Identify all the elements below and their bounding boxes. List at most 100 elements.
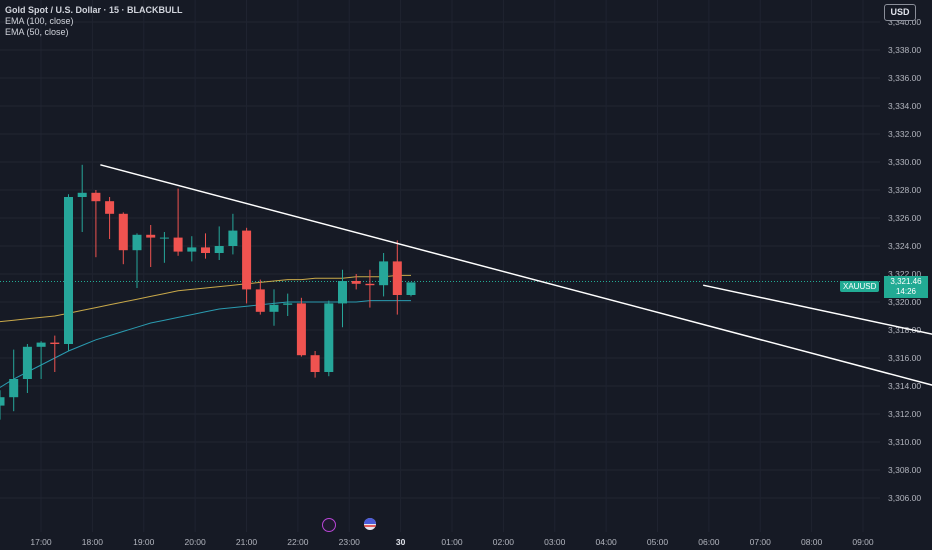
symbol-title[interactable]: Gold Spot / U.S. Dollar · 15 · BLACKBULL <box>5 5 183 15</box>
price-axis-label: 3,338.00 <box>888 45 921 55</box>
candle-body <box>105 201 115 214</box>
bullish-candle <box>214 226 224 260</box>
candle-body <box>406 282 416 295</box>
bar-countdown: 14:26 <box>895 287 917 296</box>
price-axis-label: 3,310.00 <box>888 437 921 447</box>
bearish-candle <box>50 335 60 372</box>
price-axis-label: 3,334.00 <box>888 101 921 111</box>
candle-body <box>392 261 402 295</box>
candle-body <box>201 247 210 253</box>
time-axis-label: 20:00 <box>184 537 206 547</box>
candle-body <box>9 379 19 398</box>
candle-body <box>173 237 183 252</box>
bullish-candle <box>379 253 389 297</box>
bearish-candle <box>365 269 375 308</box>
indicator-ema-50[interactable]: EMA (50, close) <box>5 27 69 37</box>
bearish-candle <box>310 351 320 378</box>
bullish-candle <box>269 289 279 326</box>
currency-button[interactable]: USD <box>884 4 916 21</box>
bullish-candle <box>22 344 32 393</box>
bullish-candle <box>228 213 238 255</box>
candle-body <box>118 213 128 251</box>
candle-body <box>269 304 279 312</box>
upper-trendline <box>100 164 932 386</box>
time-axis-label: 21:00 <box>236 537 258 547</box>
price-axis-label: 3,324.00 <box>888 241 921 251</box>
candle-body <box>132 234 142 251</box>
bearish-candle <box>118 212 128 265</box>
bullish-candle <box>187 236 197 262</box>
price-axis-label: 3,314.00 <box>888 381 921 391</box>
candle-body <box>338 281 347 304</box>
price-axis-label: 3,318.00 <box>888 325 921 335</box>
price-axis-label: 3,328.00 <box>888 185 921 195</box>
price-axis-label: 3,332.00 <box>888 129 921 139</box>
lower-trendline <box>703 284 932 335</box>
time-axis-label: 07:00 <box>750 537 772 547</box>
candle-body <box>296 303 306 356</box>
bearish-candle <box>91 190 101 258</box>
chart-grid <box>0 0 880 532</box>
time-axis-label: 02:00 <box>493 537 515 547</box>
price-axis-label: 3,306.00 <box>888 493 921 503</box>
candle-body <box>214 246 224 253</box>
bullish-candle <box>9 349 19 412</box>
candle-body <box>77 192 87 197</box>
candle-body <box>22 346 32 379</box>
candle-body <box>351 281 361 284</box>
bullish-candle <box>283 293 293 316</box>
time-axis-label: 06:00 <box>698 537 720 547</box>
time-axis-label: 08:00 <box>801 537 823 547</box>
symbol-badge: XAUUSD <box>840 281 880 292</box>
candle-body <box>283 303 293 305</box>
bullish-candle <box>159 232 169 263</box>
candle-body <box>365 283 375 286</box>
bearish-candle <box>392 240 402 315</box>
current-price-badge: 3,321.46 14:26 <box>884 276 928 298</box>
candle-body <box>146 234 156 238</box>
time-axis-label: 22:00 <box>287 537 309 547</box>
price-axis-label: 3,308.00 <box>888 465 921 475</box>
indicator-ema-100[interactable]: EMA (100, close) <box>5 16 74 26</box>
time-axis-label: 23:00 <box>339 537 361 547</box>
bullish-candle <box>36 341 46 379</box>
price-axis-label: 3,340.00 <box>888 17 921 27</box>
bearish-candle <box>296 297 306 357</box>
candle-body <box>187 247 197 252</box>
bullish-candle <box>132 233 142 288</box>
time-axis-label: 03:00 <box>544 537 566 547</box>
price-axis-label: 3,312.00 <box>888 409 921 419</box>
bearish-candle <box>255 279 265 315</box>
bearish-candle <box>146 225 156 267</box>
candle-body <box>64 197 73 344</box>
bearish-candle <box>242 227 252 304</box>
time-axis: 17:00 18:00 19:00 20:00 21:00 22:00 23:00 30 01:… <box>30 537 874 547</box>
price-axis-label: 3,316.00 <box>888 353 921 363</box>
time-axis-label: 05:00 <box>647 537 669 547</box>
us-flag-icon[interactable] <box>364 518 376 530</box>
bearish-candle <box>173 188 183 256</box>
bullish-candle <box>0 390 5 420</box>
candle-body <box>379 261 389 286</box>
candle-body <box>255 289 265 312</box>
time-axis-label: 04:00 <box>595 537 617 547</box>
time-axis-label: 09:00 <box>852 537 874 547</box>
candle-body <box>91 192 101 202</box>
price-axis: 3,340.00 3,338.00 3,336.00 3,334.00 3,332.00… <box>888 17 921 503</box>
price-axis-label: 3,326.00 <box>888 213 921 223</box>
bearish-candle <box>105 197 115 239</box>
price-axis-label: 3,320.00 <box>888 297 921 307</box>
candle-body <box>0 397 5 406</box>
candle-body <box>159 237 169 239</box>
time-axis-label: 30 <box>396 537 406 547</box>
candle-body <box>324 303 334 372</box>
bullish-candle <box>324 300 334 377</box>
bullish-candle <box>406 282 416 297</box>
economic-event-icon[interactable] <box>322 518 336 532</box>
bullish-candle <box>64 194 73 351</box>
time-axis-label: 01:00 <box>441 537 463 547</box>
bearish-candle <box>351 274 361 290</box>
time-axis-label: 18:00 <box>82 537 104 547</box>
time-axis-label: 19:00 <box>133 537 155 547</box>
